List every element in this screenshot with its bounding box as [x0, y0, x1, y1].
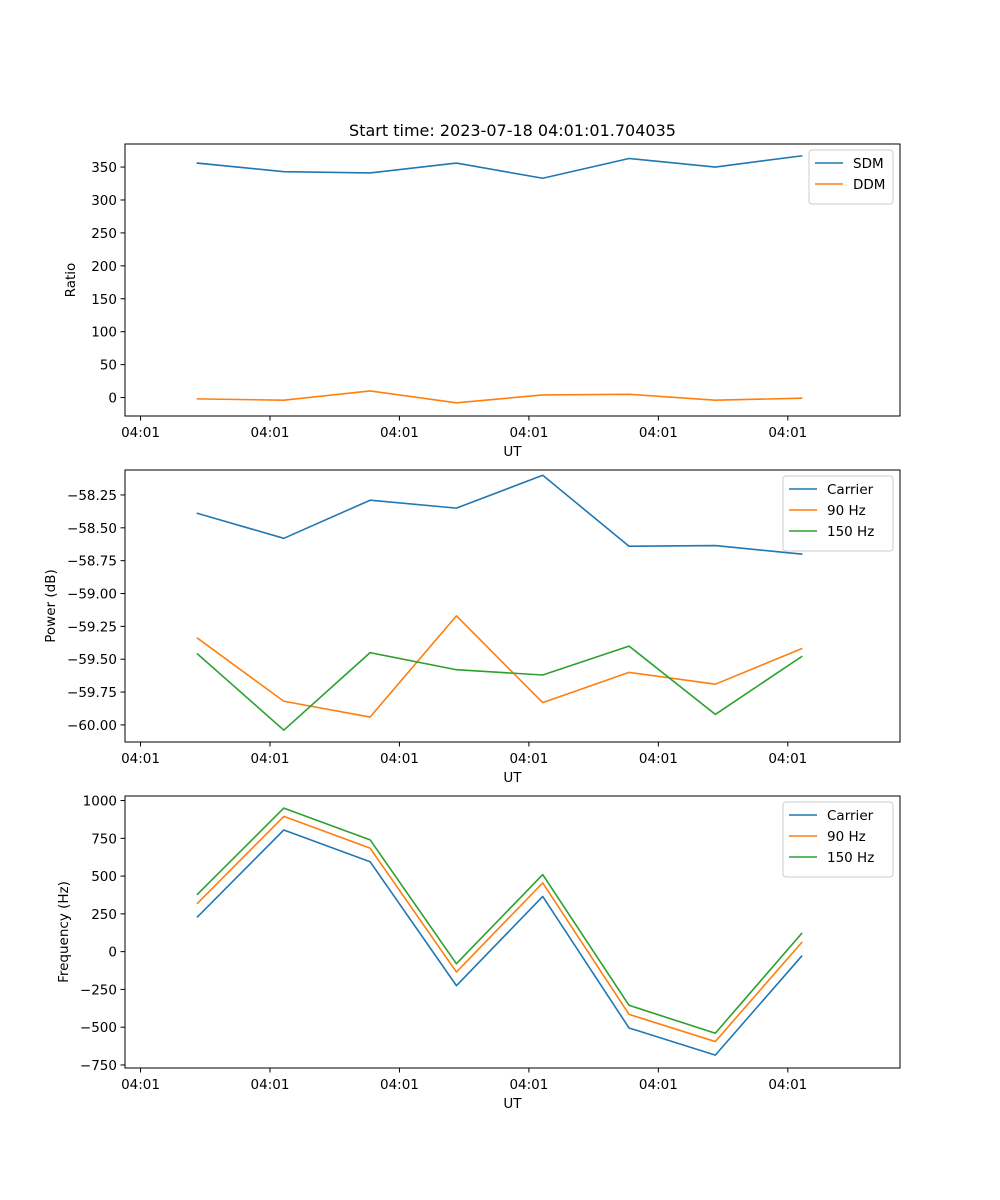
y-axis-label: Frequency (Hz): [56, 881, 72, 983]
y-tick-label: 750: [91, 831, 117, 847]
x-tick-label: 04:01: [251, 1077, 290, 1093]
series-line-90-hz: [196, 815, 803, 1043]
series-line-150-hz: [196, 645, 803, 731]
x-axis-label: UT: [503, 770, 522, 786]
series-line-sdm: [196, 154, 803, 180]
series-line-carrier: [196, 829, 803, 1056]
axes-frame: [124, 469, 901, 743]
y-tick-label: −250: [80, 982, 117, 998]
legend-label-sdm: SDM: [853, 156, 884, 172]
x-tick-label: 04:01: [509, 751, 548, 767]
y-tick-label: 250: [91, 907, 117, 923]
y-tick-label: −59.75: [67, 685, 117, 701]
y-tick-label: 50: [100, 358, 117, 374]
x-axis-label: UT: [503, 1096, 522, 1112]
y-axis-label: Ratio: [63, 263, 79, 298]
y-tick-label: 0: [108, 945, 117, 961]
series-lines: [196, 807, 803, 1056]
legend-label-carrier: Carrier: [827, 482, 874, 498]
axes-frame: [124, 795, 901, 1069]
y-tick-label: 300: [91, 193, 117, 209]
x-tick-label: 04:01: [639, 1077, 678, 1093]
y-tick-label: −58.75: [67, 554, 117, 570]
legend-box: [782, 801, 894, 878]
legend: SDM DDM: [808, 149, 894, 205]
y-tick-label: 200: [91, 259, 117, 275]
y-tick-label: −59.00: [67, 587, 117, 603]
legend-label-90-hz: 90 Hz: [827, 829, 866, 845]
series-line-carrier: [196, 474, 803, 555]
legend-label-150-hz: 150 Hz: [827, 850, 874, 866]
y-axis-label: Power (dB): [43, 569, 59, 642]
y-tick-label: 0: [108, 391, 117, 407]
subplot-power: 04:01 04:01 04:01 04:01 04:01 04:01 UT −60.00 −5…: [43, 469, 901, 786]
x-tick-label: 04:01: [380, 751, 419, 767]
series-line-150-hz: [196, 807, 803, 1035]
x-tick-label: 04:01: [639, 751, 678, 767]
x-axis-label: UT: [503, 444, 522, 460]
x-tick-label: 04:01: [121, 1077, 160, 1093]
y-tick-label: −59.50: [67, 652, 117, 668]
x-axis: 04:01 04:01 04:01 04:01 04:01 04:01: [121, 742, 807, 767]
x-tick-label: 04:01: [509, 1077, 548, 1093]
subplots-container: 04:01 04:01 04:01 04:01 04:01 04:01 UT 0 50 100 15…: [43, 143, 901, 1112]
y-axis: −60.00 −59.75 −59.50 −59.25 −59.00 −58.75 −58.…: [67, 488, 125, 734]
y-tick-label: 100: [91, 325, 117, 341]
series-line-90-hz: [196, 615, 803, 718]
series-line-ddm: [196, 390, 803, 404]
y-tick-label: −59.25: [67, 619, 117, 635]
x-tick-label: 04:01: [509, 425, 548, 441]
y-axis: −750 −500 −250 0 250 500 750 1000: [80, 794, 125, 1074]
series-lines: [196, 474, 803, 731]
legend-label-carrier: Carrier: [827, 808, 874, 824]
legend-box: [782, 475, 894, 552]
y-tick-label: −500: [80, 1020, 117, 1036]
x-tick-label: 04:01: [768, 425, 807, 441]
axes-frame: [124, 143, 901, 417]
y-tick-label: 150: [91, 292, 117, 308]
legend: Carrier 90 Hz 150 Hz: [782, 801, 894, 878]
y-tick-label: −750: [80, 1058, 117, 1074]
y-axis: 0 50 100 150 200 250 300 350: [91, 160, 125, 407]
legend-label-150-hz: 150 Hz: [827, 524, 874, 540]
figure-title: Start time: 2023-07-18 04:01:01.704035: [349, 121, 676, 140]
y-tick-label: −58.25: [67, 488, 117, 504]
x-tick-label: 04:01: [380, 425, 419, 441]
x-tick-label: 04:01: [639, 425, 678, 441]
x-axis: 04:01 04:01 04:01 04:01 04:01 04:01: [121, 1068, 807, 1093]
legend-label-90-hz: 90 Hz: [827, 503, 866, 519]
y-tick-label: −60.00: [67, 718, 117, 734]
legend: Carrier 90 Hz 150 Hz: [782, 475, 894, 552]
y-tick-label: 350: [91, 160, 117, 176]
x-tick-label: 04:01: [251, 751, 290, 767]
x-tick-label: 04:01: [121, 751, 160, 767]
subplot-ratio: 04:01 04:01 04:01 04:01 04:01 04:01 UT 0 50 100 15…: [63, 143, 901, 460]
subplot-frequency: 04:01 04:01 04:01 04:01 04:01 04:01 UT −750 −500…: [56, 794, 901, 1112]
y-tick-label: 500: [91, 869, 117, 885]
x-tick-label: 04:01: [380, 1077, 419, 1093]
x-axis: 04:01 04:01 04:01 04:01 04:01 04:01: [121, 416, 807, 441]
y-tick-label: 1000: [83, 794, 117, 810]
y-tick-label: −58.50: [67, 521, 117, 537]
y-tick-label: 250: [91, 226, 117, 242]
x-tick-label: 04:01: [251, 425, 290, 441]
x-tick-label: 04:01: [768, 1077, 807, 1093]
x-tick-label: 04:01: [768, 751, 807, 767]
legend-label-ddm: DDM: [853, 177, 885, 193]
series-lines: [196, 154, 803, 404]
x-tick-label: 04:01: [121, 425, 160, 441]
